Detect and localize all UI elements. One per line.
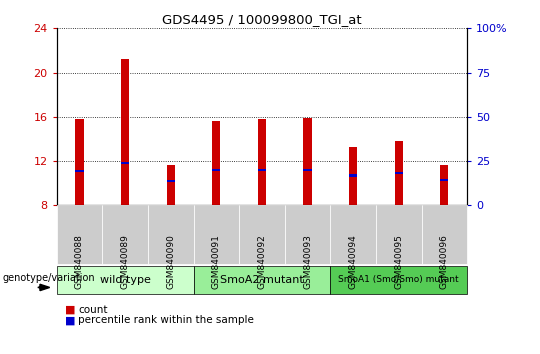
Text: wild type: wild type <box>100 275 151 285</box>
Bar <box>121 162 129 165</box>
Bar <box>258 119 266 205</box>
Bar <box>303 118 312 205</box>
Text: GSM840092: GSM840092 <box>258 234 266 289</box>
Text: GSM840089: GSM840089 <box>120 234 130 290</box>
Bar <box>440 179 448 181</box>
Bar <box>349 147 357 205</box>
Text: percentile rank within the sample: percentile rank within the sample <box>78 315 254 325</box>
Text: GSM840093: GSM840093 <box>303 234 312 290</box>
Text: SmoA2 mutant: SmoA2 mutant <box>220 275 304 285</box>
Text: genotype/variation: genotype/variation <box>3 273 96 283</box>
Bar <box>395 172 403 175</box>
Text: GSM840095: GSM840095 <box>394 234 403 290</box>
Bar <box>395 141 403 205</box>
Text: SmoA1 (Smo/Smo) mutant: SmoA1 (Smo/Smo) mutant <box>339 275 459 284</box>
Bar <box>76 170 84 172</box>
Text: ■: ■ <box>65 315 75 325</box>
Bar <box>349 174 357 177</box>
Bar <box>258 169 266 171</box>
Text: GSM840088: GSM840088 <box>75 234 84 290</box>
Text: GSM840096: GSM840096 <box>440 234 449 290</box>
Text: GSM840090: GSM840090 <box>166 234 175 290</box>
Bar <box>303 169 312 171</box>
Bar <box>76 119 84 205</box>
Bar <box>167 166 175 205</box>
Text: count: count <box>78 305 108 315</box>
Bar <box>121 59 129 205</box>
Bar <box>167 180 175 182</box>
Text: ■: ■ <box>65 305 75 315</box>
Title: GDS4495 / 100099800_TGI_at: GDS4495 / 100099800_TGI_at <box>162 13 362 26</box>
Bar <box>440 166 448 205</box>
Text: GSM840094: GSM840094 <box>349 234 357 289</box>
Bar <box>212 121 220 205</box>
Bar <box>212 169 220 171</box>
Text: GSM840091: GSM840091 <box>212 234 221 290</box>
